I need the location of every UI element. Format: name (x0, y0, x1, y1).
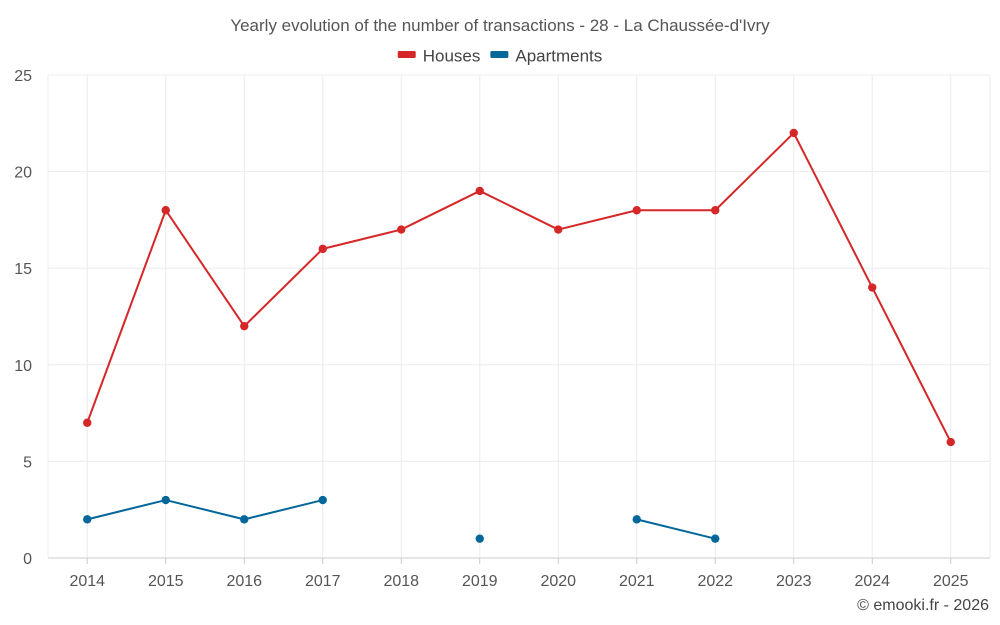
x-tick-label: 2020 (540, 573, 576, 590)
y-tick-label: 10 (14, 358, 32, 375)
legend[interactable]: Houses Apartments (397, 46, 603, 65)
x-tick-label: 2014 (69, 573, 105, 590)
houses-line-segment (714, 131, 795, 212)
x-tick-label: 2021 (619, 573, 655, 590)
x-tick-label: 2023 (776, 573, 812, 590)
houses-line-segment (871, 286, 952, 444)
apartments-point-2017[interactable] (318, 495, 327, 505)
houses-point-2018[interactable] (397, 225, 406, 234)
series-layer (83, 128, 955, 543)
y-tick-label: 20 (14, 165, 32, 182)
houses-line-segment (400, 189, 481, 231)
x-tick-label: 2015 (148, 573, 184, 590)
houses-line-segment (86, 209, 167, 424)
y-tick-label: 5 (23, 454, 32, 471)
apartments-point-2016[interactable] (240, 515, 249, 524)
apartments-point-2019[interactable] (475, 534, 484, 543)
houses-point-2020[interactable] (554, 225, 563, 234)
legend-swatch (490, 51, 509, 58)
series-houses (83, 128, 955, 447)
houses-point-2015[interactable] (161, 206, 170, 215)
apartments-point-2015[interactable] (161, 495, 170, 505)
apartments-line-segment (243, 499, 324, 521)
x-axis: 2014 2015 2016 2017 2018 2019 2020 2021 2022 2023… (48, 557, 990, 590)
legend-item-apartments[interactable]: Apartments (490, 46, 602, 65)
apartments-line-segment (164, 499, 246, 521)
y-tick-label: 15 (14, 261, 32, 278)
houses-line-segment (478, 189, 560, 231)
legend-label: Apartments (515, 46, 602, 65)
apartments-point-2022[interactable] (711, 534, 720, 543)
grid (47, 74, 991, 558)
apartments-line-segment (86, 499, 167, 521)
x-tick-label: 2019 (462, 573, 498, 590)
y-axis: 0 5 10 15 20 25 (14, 68, 32, 568)
houses-line-segment (243, 247, 324, 328)
houses-point-2025[interactable] (946, 437, 955, 447)
houses-line-segment (164, 209, 246, 328)
houses-point-2019[interactable] (475, 186, 484, 196)
apartments-point-2021[interactable] (632, 515, 641, 524)
houses-point-2023[interactable] (789, 128, 798, 138)
x-tick-label: 2018 (383, 573, 419, 590)
legend-swatch (397, 51, 416, 58)
y-tick-label: 0 (23, 551, 32, 568)
apartments-line-segment (635, 518, 717, 540)
houses-point-2014[interactable] (83, 418, 92, 427)
houses-point-2022[interactable] (711, 206, 720, 215)
houses-point-2021[interactable] (632, 206, 641, 215)
houses-line-segment (557, 209, 638, 231)
copyright-credit: © emooki.fr - 2026 (857, 597, 989, 614)
houses-line-segment (792, 131, 874, 289)
houses-point-2017[interactable] (318, 244, 327, 254)
apartments-point-2014[interactable] (83, 515, 92, 524)
y-tick-label: 25 (14, 68, 32, 85)
legend-item-houses[interactable]: Houses (397, 46, 481, 65)
x-tick-label: 2024 (854, 573, 890, 590)
x-tick-label: 2017 (305, 573, 341, 590)
x-tick-label: 2022 (697, 573, 733, 590)
houses-point-2016[interactable] (240, 321, 249, 331)
legend-label: Houses (423, 46, 481, 65)
series-apartments (83, 495, 720, 543)
x-tick-label: 2016 (226, 573, 262, 590)
houses-line-segment (321, 228, 403, 250)
chart-title: Yearly evolution of the number of transa… (230, 16, 770, 35)
houses-point-2024[interactable] (868, 283, 877, 292)
x-tick-label: 2025 (933, 573, 969, 590)
